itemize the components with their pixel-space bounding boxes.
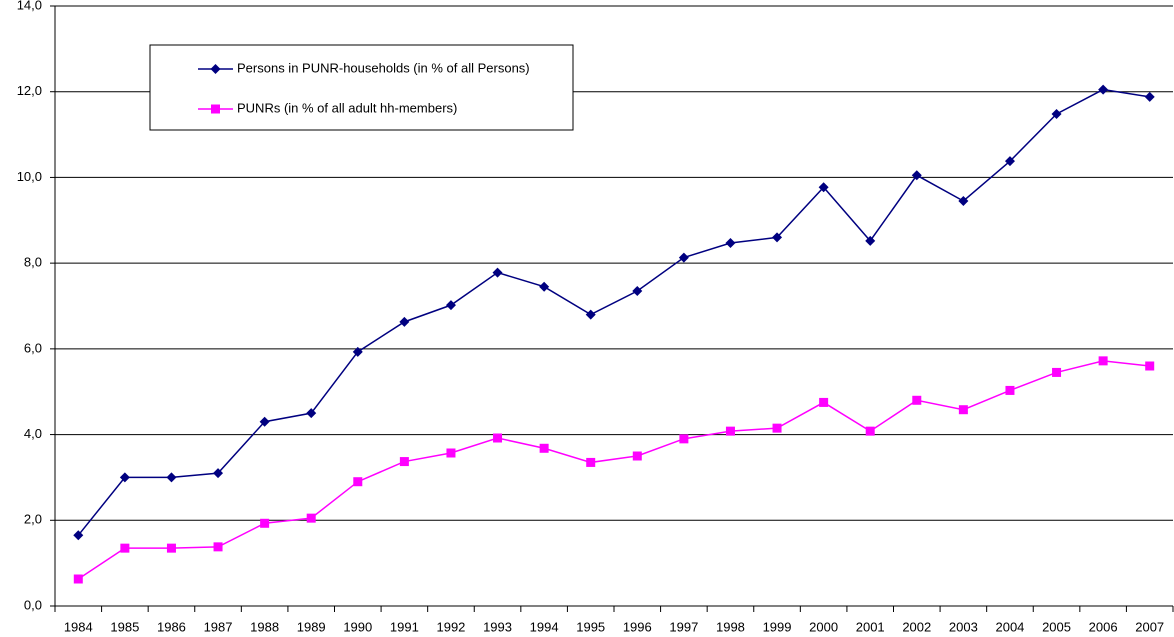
x-tick-label: 1997	[669, 619, 698, 634]
y-tick-label: 12,0	[17, 83, 42, 98]
data-point	[260, 518, 270, 528]
data-point	[539, 443, 549, 453]
y-tick-label: 14,0	[17, 0, 42, 12]
series-line	[77, 360, 1150, 580]
data-point	[586, 457, 596, 467]
x-tick-label: 1989	[297, 619, 326, 634]
data-point	[352, 346, 363, 357]
data-point	[818, 182, 829, 193]
x-tick-label: 1994	[530, 619, 559, 634]
x-tick-label: 1991	[390, 619, 419, 634]
x-tick-label: 2000	[809, 619, 838, 634]
data-point	[492, 267, 503, 278]
data-point	[120, 543, 130, 553]
x-tick-label: 1995	[576, 619, 605, 634]
data-point	[213, 468, 224, 479]
data-point	[725, 238, 736, 248]
data-point	[958, 196, 969, 206]
y-tick-label: 0,0	[24, 597, 42, 612]
data-point	[166, 472, 177, 483]
data-point	[632, 451, 642, 461]
data-point	[446, 448, 456, 458]
series-line	[77, 88, 1150, 536]
data-point	[1098, 84, 1109, 95]
data-point	[445, 300, 456, 311]
x-tick-label: 2005	[1042, 619, 1071, 634]
data-point	[725, 426, 735, 436]
x-tick-label: 1998	[716, 619, 745, 634]
data-point	[865, 235, 876, 246]
data-point	[166, 543, 176, 553]
x-tick-label: 1986	[157, 619, 186, 634]
data-point	[865, 426, 875, 436]
data-point	[772, 423, 782, 433]
x-tick-label: 1996	[623, 619, 652, 634]
x-tick-label: 1984	[64, 619, 93, 634]
x-tick-label: 2003	[949, 619, 978, 634]
y-tick-label: 6,0	[24, 340, 42, 355]
data-point	[1004, 156, 1015, 167]
x-tick-label: 1990	[343, 619, 372, 634]
legend-marker	[210, 64, 221, 74]
data-point	[493, 433, 503, 443]
data-point	[1005, 385, 1015, 395]
data-point	[679, 434, 689, 444]
data-point	[306, 513, 316, 523]
x-tick-label: 1992	[436, 619, 465, 634]
data-point	[1145, 361, 1155, 371]
data-point	[1051, 109, 1062, 119]
data-point	[353, 477, 363, 487]
data-point	[912, 395, 922, 405]
x-tick-label: 1985	[110, 619, 139, 634]
x-tick-label: 2002	[902, 619, 931, 634]
data-point	[632, 286, 643, 296]
data-point	[119, 472, 130, 483]
legend-label: PUNRs (in % of all adult hh-members)	[237, 100, 457, 115]
y-tick-label: 8,0	[24, 255, 42, 270]
data-point	[259, 416, 270, 427]
y-tick-label: 10,0	[17, 169, 42, 184]
x-tick-label: 2006	[1089, 619, 1118, 634]
y-tick-label: 4,0	[24, 426, 42, 441]
data-point	[306, 408, 317, 419]
x-tick-label: 2004	[995, 619, 1024, 634]
x-tick-label: 1988	[250, 619, 279, 634]
data-point	[678, 252, 689, 263]
data-point	[539, 281, 550, 292]
x-tick-label: 1993	[483, 619, 512, 634]
y-tick-label: 2,0	[24, 512, 42, 527]
legend-marker	[211, 104, 220, 114]
data-point	[399, 316, 410, 327]
data-point	[819, 397, 829, 407]
data-point	[911, 170, 922, 181]
data-point	[399, 457, 409, 467]
x-tick-label: 1999	[763, 619, 792, 634]
data-point	[1098, 356, 1108, 366]
data-point	[213, 542, 223, 552]
data-point	[73, 574, 83, 584]
data-point	[958, 405, 968, 415]
x-tick-label: 1987	[204, 619, 233, 634]
legend-label: Persons in PUNR-households (in % of all …	[237, 60, 530, 75]
x-tick-label: 2001	[856, 619, 885, 634]
data-point	[772, 232, 783, 243]
data-point	[1052, 367, 1062, 377]
x-tick-label: 2007	[1135, 619, 1164, 634]
legend-box	[149, 44, 574, 131]
data-point	[585, 309, 596, 320]
data-point	[1144, 91, 1155, 102]
data-point	[73, 530, 84, 541]
